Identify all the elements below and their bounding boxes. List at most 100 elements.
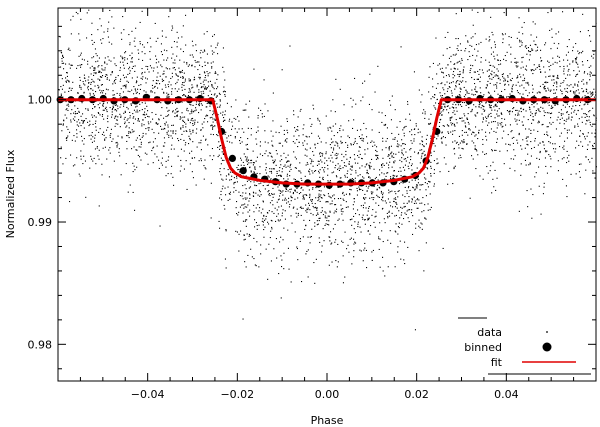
data-point [157,80,159,82]
data-point [368,166,370,168]
data-point [361,158,363,160]
data-point [538,185,540,187]
data-point [355,213,357,215]
data-point [502,38,504,40]
data-point [183,150,185,152]
data-point [537,130,539,132]
data-point [217,106,219,108]
data-point [368,207,370,209]
data-point [388,149,390,151]
data-point [528,84,530,86]
data-point [108,41,110,43]
data-point [488,122,490,124]
data-point [289,45,291,47]
data-point [409,189,411,191]
data-point [542,123,544,125]
data-point [430,137,432,139]
data-point [91,34,93,36]
data-point [158,61,160,63]
data-point [75,113,77,115]
data-point [456,110,458,112]
data-point [560,114,562,116]
data-point [130,103,132,105]
data-point [242,185,244,187]
data-point [471,9,473,11]
data-point [465,131,467,133]
data-point [424,155,426,157]
data-point [171,91,173,93]
data-point [80,88,82,90]
data-point [87,63,89,65]
data-point [144,117,146,119]
data-point [147,121,149,123]
data-point [192,104,194,106]
data-point [166,68,168,70]
data-point [485,120,487,122]
data-point [468,123,470,125]
data-point [391,151,393,153]
data-point [292,141,294,143]
data-point [514,155,516,157]
data-point [238,120,240,122]
data-point [275,150,277,152]
data-point [279,195,281,197]
data-point [340,168,342,170]
data-point [493,84,495,86]
data-point [542,141,544,143]
data-point [342,255,344,257]
data-point [491,109,493,111]
data-point [172,62,174,64]
data-point [380,190,382,192]
data-point [90,155,92,157]
data-point [295,158,297,160]
data-point [479,103,481,105]
data-point [473,142,475,144]
data-point [152,147,154,149]
data-point [219,168,221,170]
data-point [60,157,62,159]
data-point [132,171,134,173]
data-point [92,80,94,82]
data-point [546,131,548,133]
y-tick-label: 0.98 [28,338,53,351]
data-point [254,264,256,266]
data-point [215,47,217,49]
data-point [309,118,311,120]
data-point [489,78,491,80]
data-point [404,263,406,265]
data-point [287,178,289,180]
data-point [400,145,402,147]
data-point [382,270,384,272]
data-point [205,138,207,140]
data-point [327,174,329,176]
data-point [520,76,522,78]
data-point [466,91,468,93]
data-point [466,92,468,94]
data-point [181,89,183,91]
data-point [141,109,143,111]
data-point [587,92,589,94]
data-point [148,71,150,73]
data-point [168,114,170,116]
data-point [393,162,395,164]
data-point [282,190,284,192]
data-point [175,97,177,99]
data-point [524,159,526,161]
data-point [535,44,537,46]
data-point [129,131,131,133]
data-point [416,184,418,186]
data-point [124,111,126,113]
data-point [419,227,421,229]
data-point [384,200,386,202]
data-point [388,147,390,149]
data-point [512,108,514,110]
data-point [378,111,380,113]
data-point [405,213,407,215]
data-point [272,196,274,198]
data-point [264,219,266,221]
data-point [76,121,78,123]
data-point [391,156,393,158]
data-point [166,59,168,61]
data-point [527,81,529,83]
data-point [131,89,133,91]
